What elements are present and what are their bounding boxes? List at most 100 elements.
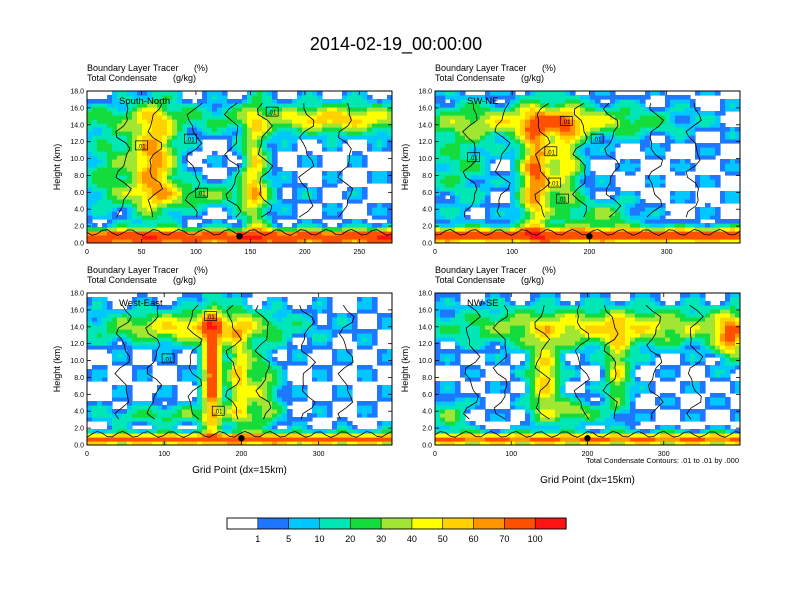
colorbar-swatch	[411, 517, 444, 530]
location-marker	[238, 435, 245, 442]
x-axis-label: Grid Point (dx=15km)	[540, 475, 635, 486]
y-tick-label: 2.0	[74, 224, 84, 231]
y-tick-label: 10.0	[418, 156, 432, 163]
colorbar-swatch	[319, 517, 351, 530]
condensate-contours	[87, 304, 392, 438]
y-tick-label: 14.0	[418, 324, 432, 331]
y-tick-label: 6.0	[74, 392, 84, 399]
x-tick-label: 100	[190, 249, 202, 256]
contour-label-box	[161, 353, 175, 364]
panel-label: West-East	[119, 298, 163, 309]
panel-3: Boundary Layer Tracer (%) Total Condensate…	[52, 265, 393, 476]
panel-header-condensate: Total Condensate	[435, 73, 505, 83]
contour-label: .01	[137, 144, 146, 150]
contour-label-box	[135, 140, 148, 151]
y-tick-label: 4.0	[422, 207, 432, 214]
colorbar-swatch	[380, 517, 413, 530]
y-tick-label: 0.0	[422, 241, 432, 248]
contour-label-box	[548, 177, 562, 188]
y-tick-label: 18.0	[418, 89, 432, 96]
colorbar: 1 5 10 20 30 40 50 60 70 100	[226, 517, 567, 544]
y-tick-label: 2.0	[422, 426, 432, 433]
colorbar-label: 70	[499, 534, 509, 544]
panel-header-condensate: Total Condensate	[87, 73, 157, 83]
y-tick-label: 6.0	[74, 190, 84, 197]
y-tick-label: 8.0	[74, 375, 84, 382]
y-tick-label: 12.0	[70, 341, 84, 348]
plot-frame	[434, 90, 741, 244]
y-tick-label: 0.0	[422, 443, 432, 450]
y-tick-label: 6.0	[422, 190, 432, 197]
panel-header-tracer: Boundary Layer Tracer	[87, 63, 179, 73]
panel-header-tracer-unit: (%)	[194, 265, 208, 275]
x-tick-label: 200	[582, 451, 594, 458]
panel-header-condensate-unit: (g/kg)	[173, 73, 196, 83]
x-tick-label: 200	[299, 249, 311, 256]
x-tick-label: 0	[433, 249, 437, 256]
contour-label: .01	[197, 192, 206, 198]
location-marker	[236, 233, 243, 240]
y-tick-label: 16.0	[70, 307, 84, 314]
y-tick-label: 10.0	[418, 358, 432, 365]
colorbar-label: 40	[407, 534, 417, 544]
panel-header-condensate-unit: (g/kg)	[521, 73, 544, 83]
colorbar-swatch	[226, 517, 259, 530]
colorbar-label: 1	[255, 534, 260, 544]
x-tick-label: 100	[506, 249, 518, 256]
contour-label: .01	[268, 111, 277, 117]
panel-header-condensate: Total Condensate	[435, 275, 505, 285]
colorbar-swatch	[534, 517, 567, 530]
y-tick-label: 16.0	[418, 307, 432, 314]
panel-header-tracer-unit: (%)	[194, 63, 208, 73]
contour-label-box	[467, 152, 480, 163]
x-tick-label: 100	[158, 451, 170, 458]
colorbar-label: 10	[314, 534, 324, 544]
tracer-field	[435, 91, 740, 243]
x-tick-label: 50	[138, 249, 146, 256]
y-tick-label: 14.0	[70, 324, 84, 331]
y-tick-label: 4.0	[74, 207, 84, 214]
contour-note: Total Condensate Contours: .01 to .01 by…	[586, 456, 739, 465]
y-tick-label: 16.0	[70, 105, 84, 112]
panels-group: Boundary Layer Tracer (%) Total Condensate…	[52, 63, 741, 486]
x-tick-label: 200	[584, 249, 596, 256]
contour-label-box	[184, 133, 197, 144]
y-tick-label: 0.0	[74, 443, 84, 450]
contour-label: .01	[547, 150, 556, 156]
contour-label-box	[590, 133, 604, 144]
x-tick-label: 300	[658, 451, 670, 458]
y-tick-label: 0.0	[74, 241, 84, 248]
contour-label-box	[559, 116, 573, 126]
contour-label: .01	[206, 315, 215, 321]
location-marker	[586, 233, 593, 240]
y-tick-label: 18.0	[70, 291, 84, 298]
y-tick-label: 6.0	[422, 392, 432, 399]
y-tick-label: 12.0	[70, 139, 84, 146]
plot-frame	[86, 292, 393, 446]
contour-label: .01	[551, 182, 560, 188]
contour-label-box	[544, 146, 558, 157]
contour-label: .01	[164, 357, 173, 363]
x-tick-label: 100	[505, 451, 517, 458]
y-tick-label: 4.0	[74, 409, 84, 416]
contour-label: .01	[469, 156, 478, 162]
colorbar-label: 30	[376, 534, 386, 544]
colorbar-swatch	[504, 517, 536, 530]
y-tick-label: 16.0	[418, 105, 432, 112]
contour-label-box	[265, 106, 279, 117]
contour-label-box	[211, 405, 225, 416]
y-tick-label: 10.0	[70, 358, 84, 365]
y-tick-label: 12.0	[418, 341, 432, 348]
y-tick-label: 4.0	[422, 409, 432, 416]
panel-header-tracer: Boundary Layer Tracer	[435, 63, 527, 73]
panel-header-tracer-unit: (%)	[542, 265, 556, 275]
contour-label: .01	[562, 120, 571, 126]
y-tick-label: 2.0	[422, 224, 432, 231]
panel-label: NW-SE	[467, 298, 499, 309]
panel-header-tracer: Boundary Layer Tracer	[87, 265, 179, 275]
contour-label: .01	[558, 198, 567, 204]
panel-header-condensate-unit: (g/kg)	[521, 275, 544, 285]
colorbar-swatch	[442, 517, 475, 530]
y-axis-label: Height (km)	[52, 346, 62, 393]
panel-1: Boundary Layer Tracer (%) Total Condensate…	[52, 63, 393, 256]
